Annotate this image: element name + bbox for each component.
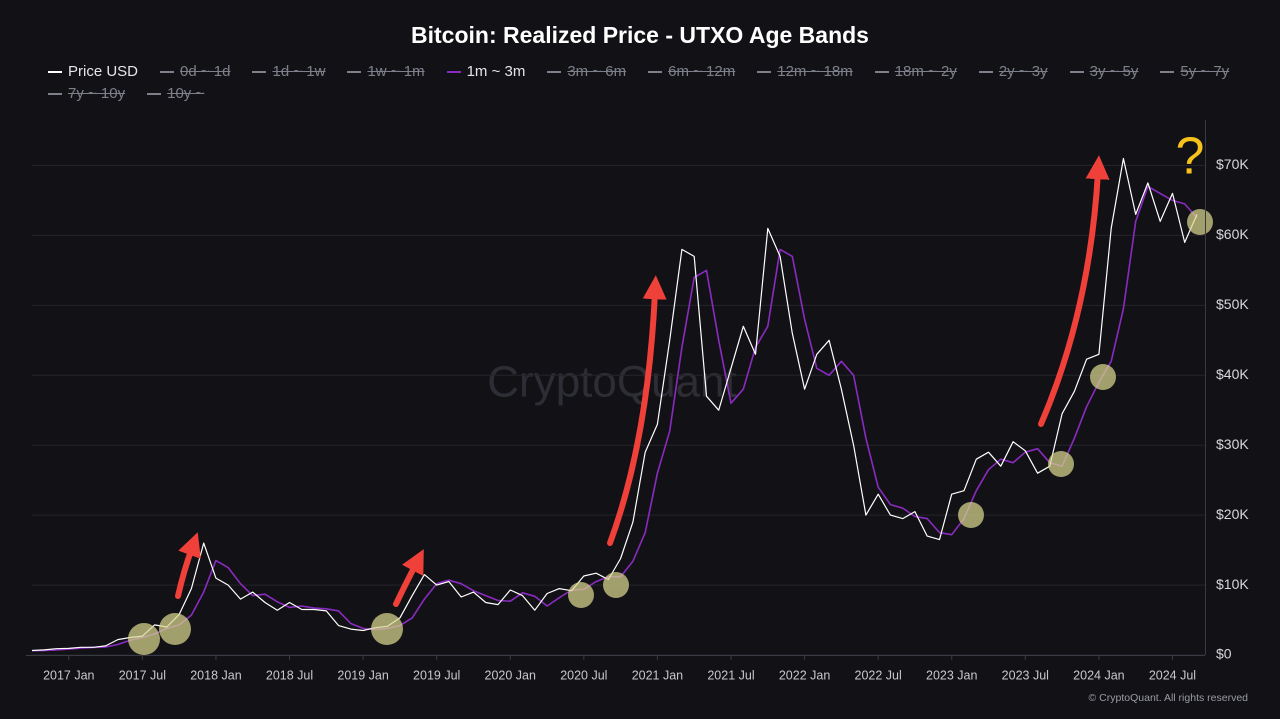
axes: $0 $10K $20K $30K $40K $50K $60K $70K 2017 Jan 20…: [26, 120, 1249, 682]
legend-item[interactable]: 3m ~ 6m: [547, 62, 626, 81]
highlight-circle: [371, 613, 403, 645]
x-tick-label: 2019 Jan: [337, 668, 388, 682]
legend-label: 1m ~ 3m: [466, 63, 526, 80]
highlight-circle: [1187, 209, 1213, 235]
legend-swatch: [48, 70, 62, 73]
legend-item[interactable]: 18m ~ 2y: [874, 62, 957, 81]
x-tick-label: 2018 Jan: [190, 668, 241, 682]
legend-swatch: [547, 70, 562, 73]
highlight-circle: [128, 623, 160, 655]
highlight-circle: [1090, 364, 1116, 390]
legend-label: 1d ~ 1w: [272, 63, 326, 80]
legend-swatch: [446, 70, 461, 73]
x-tick-label: 2019 Jul: [413, 668, 460, 682]
highlight-circle: [603, 572, 629, 598]
series-line: [31, 157, 1198, 652]
legend-item[interactable]: 0d ~ 1d: [160, 62, 230, 81]
legend-item[interactable]: 6m ~ 12m: [648, 62, 735, 81]
legend-item[interactable]: 1m ~ 3m: [446, 62, 526, 81]
question-mark: ?: [1176, 128, 1205, 186]
highlight-circle: [568, 582, 594, 608]
y-tick-label: $0: [1216, 646, 1232, 662]
y-tick-label: $10K: [1216, 576, 1249, 592]
legend-label: 3y ~ 5y: [1089, 63, 1139, 80]
legend-swatch: [252, 70, 267, 73]
y-tick-label: $30K: [1216, 436, 1249, 452]
arrow: [175, 532, 201, 599]
legend-item[interactable]: 5y ~ 7y: [1160, 62, 1229, 81]
x-tick-label: 2023 Jan: [926, 668, 977, 682]
legend-item[interactable]: 1d ~ 1w: [252, 62, 325, 81]
x-tick-label: 2022 Jul: [855, 668, 902, 682]
x-tick-label: 2021 Jul: [707, 668, 754, 682]
y-tick-label: $40K: [1216, 366, 1249, 382]
x-tick-label: 2017 Jul: [119, 668, 166, 682]
legend-label: 12m ~ 18m: [777, 63, 853, 80]
legend-item[interactable]: 7y ~ 10y: [48, 84, 125, 103]
legend-label: 0d ~ 1d: [180, 63, 231, 80]
legend-label: 2y ~ 3y: [998, 63, 1048, 80]
legend: Price USD 0d ~ 1d 1d ~ 1w 1w ~ 1m 1m ~ 3m 3m …: [48, 62, 1248, 103]
legend-item[interactable]: 3y ~ 5y: [1069, 62, 1139, 81]
legend-label: Price USD: [68, 63, 139, 80]
x-tick-label: 2020 Jan: [485, 668, 536, 682]
legend-swatch: [648, 70, 663, 73]
legend-item[interactable]: 10y ~: [147, 84, 204, 103]
arrow: [1038, 155, 1110, 427]
legend-label: 7y ~ 10y: [68, 85, 126, 102]
arrow: [607, 275, 667, 546]
legend-swatch: [48, 92, 62, 95]
footer: © CryptoQuant. All rights reserved: [1089, 692, 1249, 704]
x-tick-label: 2021 Jan: [632, 668, 683, 682]
legend-item[interactable]: 12m ~ 18m: [757, 62, 853, 81]
x-tick-label: 2018 Jul: [266, 668, 313, 682]
legend-item[interactable]: 2y ~ 3y: [978, 62, 1048, 81]
chart-title: Bitcoin: Realized Price - UTXO Age Bands: [411, 22, 869, 48]
legend-swatch: [1160, 70, 1175, 73]
legend-swatch: [757, 70, 772, 73]
annotations: [128, 209, 1213, 655]
y-tick-label: $50K: [1216, 296, 1249, 312]
legend-label: 18m ~ 2y: [894, 63, 957, 80]
y-tick-label: $60K: [1216, 226, 1249, 242]
legend-swatch: [147, 92, 162, 95]
x-tick-label: 2022 Jan: [779, 668, 830, 682]
legend-swatch: [160, 70, 175, 73]
y-tick-label: $20K: [1216, 506, 1249, 522]
x-tick-label: 2024 Jan: [1073, 668, 1124, 682]
x-tick-label: 2023 Jul: [1002, 668, 1049, 682]
arrows: [175, 155, 1110, 607]
watermark: CryptoQuant: [487, 358, 736, 407]
legend-label: 6m ~ 12m: [668, 63, 736, 80]
x-tick-label: 2017 Jan: [43, 668, 94, 682]
legend-label: 5y ~ 7y: [1180, 63, 1230, 80]
legend-label: 3m ~ 6m: [567, 63, 627, 80]
legend-item[interactable]: Price USD: [48, 62, 138, 81]
x-tick-label: 2024 Jul: [1149, 668, 1196, 682]
highlight-circle: [159, 613, 191, 645]
y-tick-label: $70K: [1216, 156, 1249, 172]
legend-item[interactable]: 1w ~ 1m: [347, 62, 425, 81]
x-tick-label: 2020 Jul: [560, 668, 607, 682]
arrow: [393, 549, 424, 607]
legend-swatch: [874, 70, 889, 73]
legend-label: 1w ~ 1m: [367, 63, 425, 80]
legend-swatch: [1069, 70, 1084, 73]
legend-swatch: [978, 70, 993, 73]
legend-swatch: [347, 70, 362, 73]
legend-label: 10y ~: [167, 85, 205, 102]
highlight-circle: [1048, 451, 1074, 477]
highlight-circle: [958, 502, 984, 528]
